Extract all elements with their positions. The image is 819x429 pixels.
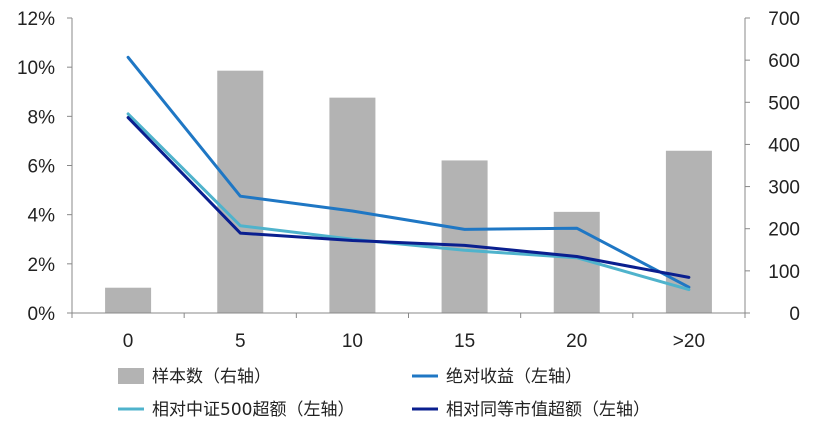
legend-label: 相对中证500超额（左轴）	[152, 400, 354, 420]
bar	[329, 97, 376, 314]
series-line	[126, 116, 691, 279]
bar-series	[105, 70, 712, 314]
right-tick-label: 400	[768, 135, 800, 156]
left-tick-label: 12%	[17, 9, 55, 30]
legend-swatch-bar	[118, 368, 144, 384]
line-series-group	[126, 55, 691, 292]
bar	[217, 70, 264, 313]
left-tick-label: 0%	[28, 304, 56, 325]
legend: 样本数（右轴） 绝对收益（左轴） 相对中证500超额（左轴） 相对同等市值超额（左轴）	[118, 367, 650, 420]
right-tick-label: 300	[768, 178, 800, 199]
left-tick-label: 4%	[28, 206, 56, 227]
legend-label: 相对同等市值超额（左轴）	[446, 400, 650, 420]
right-tick-label: 500	[768, 93, 800, 114]
series-line	[126, 55, 691, 289]
axes: 0% 2% 4% 6% 8% 10% 12% 0 100 200 300 400 500 600 700 0 5…	[17, 9, 800, 352]
left-tick-label: 8%	[28, 107, 56, 128]
bar	[105, 287, 152, 313]
legend-label: 绝对收益（左轴）	[446, 367, 582, 387]
left-tick-label: 6%	[28, 157, 56, 178]
x-tick-label: 20	[566, 331, 587, 352]
right-tick-label: 700	[768, 9, 800, 30]
left-tick-label: 10%	[17, 58, 55, 79]
right-tick-label: 0	[789, 304, 800, 325]
right-tick-label: 600	[768, 51, 800, 72]
series-line	[126, 112, 691, 292]
x-tick-label: 10	[342, 331, 363, 352]
x-tick-label: 5	[235, 331, 246, 352]
x-tick-label: >20	[673, 331, 705, 352]
x-tick-label: 15	[454, 331, 475, 352]
right-tick-label: 200	[768, 220, 800, 241]
x-tick-label: 0	[123, 331, 134, 352]
right-tick-label: 100	[768, 262, 800, 283]
left-tick-label: 2%	[28, 255, 56, 276]
legend-label: 样本数（右轴）	[152, 367, 271, 387]
bar	[441, 160, 488, 313]
